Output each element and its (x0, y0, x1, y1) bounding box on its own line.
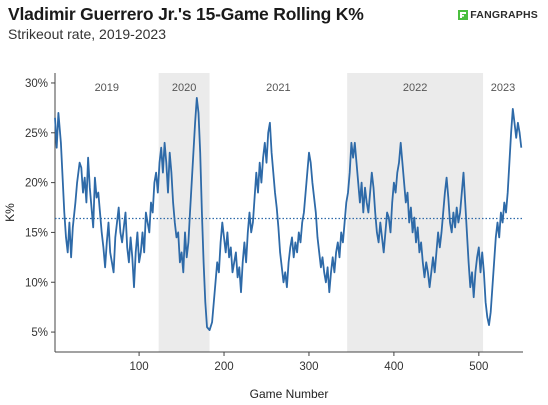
season-label-2023: 2023 (491, 82, 515, 94)
season-shading (158, 73, 484, 352)
season-label-2022: 2022 (403, 82, 427, 94)
x-axis-title: Game Number (250, 387, 329, 401)
y-axis-title: K% (3, 203, 17, 222)
brand-logo[interactable]: FANGRAPHS (458, 9, 538, 21)
season-label-2020: 2020 (172, 82, 196, 94)
y-tick-label: 20% (25, 178, 48, 190)
season-labels: 2019 2020 2021 2022 2023 (95, 82, 516, 94)
y-tick-label: 15% (25, 227, 48, 239)
brand-name: FANGRAPHS (470, 9, 538, 21)
chart-title: Vladimir Guerrero Jr.'s 15-Game Rolling … (8, 4, 364, 24)
y-axis-ticks: 5% 10% 15% 20% 25% 30% (25, 78, 55, 339)
chart-subtitle: Strikeout rate, 2019-2023 (8, 26, 166, 42)
season-label-2019: 2019 (95, 82, 119, 94)
fangraphs-logo-icon (458, 10, 469, 20)
x-tick-label: 400 (384, 361, 403, 373)
x-tick-label: 100 (129, 361, 148, 373)
y-tick-label: 5% (31, 327, 48, 339)
y-tick-label: 25% (25, 128, 48, 140)
season-label-2021: 2021 (266, 82, 290, 94)
x-tick-label: 200 (214, 361, 233, 373)
x-tick-label: 500 (469, 361, 488, 373)
x-tick-label: 300 (299, 361, 318, 373)
x-axis-ticks: 100 200 300 400 500 (129, 352, 488, 373)
y-tick-label: 30% (25, 78, 48, 90)
series-line-k-rate (54, 97, 523, 331)
y-tick-label: 10% (25, 277, 48, 289)
